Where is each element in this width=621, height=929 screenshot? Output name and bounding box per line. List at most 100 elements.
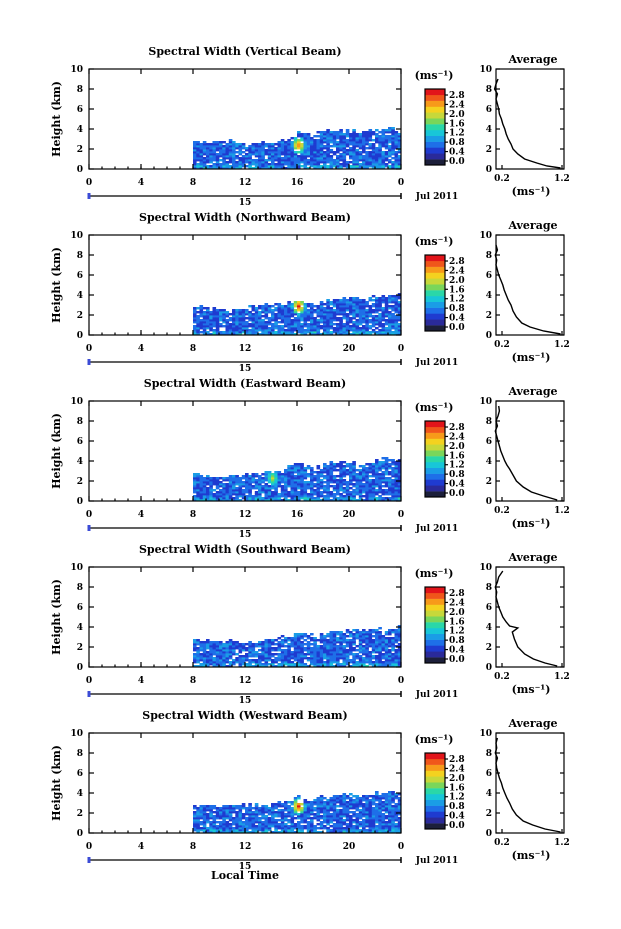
heatmap-cell bbox=[362, 137, 366, 140]
heatmap-cell bbox=[339, 649, 343, 652]
heatmap-cell bbox=[225, 479, 230, 482]
heatmap-cell bbox=[193, 329, 197, 332]
heatmap-cell bbox=[277, 159, 282, 162]
heatmap-cell bbox=[271, 661, 275, 664]
heatmap-cell bbox=[397, 487, 402, 490]
heatmap-cell bbox=[274, 827, 278, 830]
heatmap-cell bbox=[202, 497, 207, 500]
heatmap-cell bbox=[339, 663, 343, 666]
heatmap-cell bbox=[202, 319, 207, 322]
heatmap-cell bbox=[391, 129, 395, 132]
heatmap-cell bbox=[397, 331, 402, 334]
heatmap-cell bbox=[313, 659, 317, 662]
heatmap-cell bbox=[261, 327, 265, 330]
heatmap-cell bbox=[365, 489, 369, 492]
heatmap-cell bbox=[355, 663, 360, 666]
heatmap-cell bbox=[384, 307, 389, 310]
heatmap-cell bbox=[254, 325, 259, 328]
heatmap-cell bbox=[280, 141, 285, 144]
heatmap-cell bbox=[365, 469, 369, 472]
heatmap-cell bbox=[371, 807, 376, 810]
heatmap-cell bbox=[336, 159, 340, 162]
heatmap-cell bbox=[297, 479, 301, 482]
heatmap-cell bbox=[378, 313, 382, 316]
heatmap-cell bbox=[271, 813, 275, 816]
heatmap-cell bbox=[290, 305, 295, 308]
heatmap-cell bbox=[206, 487, 210, 490]
heatmap-cell bbox=[199, 163, 204, 166]
heatmap-cell bbox=[384, 309, 389, 312]
heatmap-cell bbox=[362, 821, 366, 824]
heatmap-cell bbox=[368, 641, 373, 644]
heatmap-cell bbox=[336, 329, 340, 332]
heatmap-cell bbox=[196, 323, 200, 326]
heatmap-cell bbox=[196, 167, 200, 170]
heatmap-cell bbox=[248, 157, 252, 160]
heatmap-cell bbox=[303, 145, 308, 148]
heatmap-cell bbox=[293, 147, 298, 150]
heatmap-cell bbox=[339, 307, 343, 310]
heatmap-cell bbox=[355, 829, 360, 832]
heatmap-cell bbox=[316, 653, 321, 656]
heatmap-cell bbox=[362, 145, 366, 148]
heatmap-cell bbox=[199, 485, 204, 488]
heatmap-cell bbox=[228, 139, 233, 142]
colorbar-swatch bbox=[425, 124, 445, 131]
heatmap-cell bbox=[212, 331, 217, 334]
heatmap-cell bbox=[202, 645, 207, 648]
colorbar-unit: (ms⁻¹) bbox=[415, 401, 454, 414]
heatmap-cell bbox=[313, 491, 317, 494]
heatmap-cell bbox=[342, 333, 347, 336]
heatmap-cell bbox=[287, 331, 291, 334]
colorbar-frame bbox=[424, 586, 446, 664]
heatmap-cell bbox=[277, 647, 282, 650]
heatmap-cell bbox=[310, 311, 314, 314]
heatmap-cell bbox=[358, 797, 363, 800]
heatmap-cell bbox=[248, 665, 252, 668]
heatmap-cell bbox=[297, 817, 301, 820]
heatmap-cell bbox=[316, 649, 321, 652]
heatmap-cell bbox=[245, 157, 249, 160]
heatmap-cell bbox=[232, 315, 236, 318]
heatmap-cell bbox=[352, 647, 356, 650]
heatmap-cell bbox=[375, 641, 379, 644]
heatmap-cell bbox=[196, 665, 200, 668]
heatmap-cell bbox=[349, 313, 353, 316]
average-y-tick-label: 6 bbox=[486, 105, 492, 115]
heatmap-cell bbox=[225, 321, 230, 324]
heatmap-cell bbox=[303, 151, 308, 154]
heatmap-cell bbox=[397, 329, 402, 332]
heatmap-cell bbox=[352, 137, 356, 140]
heatmap-cell bbox=[388, 487, 392, 490]
heatmap-cell bbox=[209, 487, 213, 490]
heatmap-cell bbox=[277, 481, 282, 484]
heatmap-cell bbox=[349, 825, 353, 828]
heatmap-cell bbox=[388, 485, 392, 488]
heatmap-cell bbox=[238, 663, 243, 666]
heatmap-cell bbox=[293, 463, 298, 466]
heatmap-cell bbox=[306, 135, 311, 138]
heatmap-cell bbox=[339, 331, 343, 334]
heatmap-cell bbox=[274, 163, 278, 166]
local-time-label: Local Time bbox=[211, 869, 279, 882]
heatmap-cell bbox=[384, 461, 389, 464]
heatmap-cell bbox=[235, 487, 239, 490]
heatmap-cell bbox=[235, 647, 239, 650]
heatmap-cell bbox=[339, 653, 343, 656]
colorbar-tick-label: 1.6 bbox=[449, 617, 465, 627]
heatmap-cell bbox=[280, 653, 285, 656]
heatmap-cell bbox=[297, 163, 301, 166]
heatmap-cell bbox=[264, 817, 269, 820]
heatmap-cell bbox=[258, 485, 262, 488]
heatmap-cell bbox=[241, 481, 246, 484]
heatmap-cell bbox=[206, 497, 210, 500]
heatmap-cell bbox=[274, 471, 278, 474]
heatmap-cell bbox=[332, 831, 337, 834]
heatmap-cell bbox=[323, 499, 327, 502]
heatmap-cell bbox=[342, 469, 347, 472]
heatmap-cell bbox=[345, 465, 350, 468]
heatmap-cell bbox=[206, 647, 210, 650]
heatmap-cell bbox=[349, 155, 353, 158]
heatmap-cell bbox=[274, 327, 278, 330]
average-unit: (ms⁻¹) bbox=[512, 185, 551, 198]
